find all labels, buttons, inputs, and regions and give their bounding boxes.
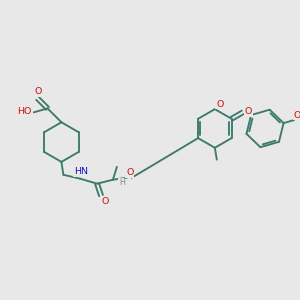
Text: O: O (126, 168, 134, 177)
Text: O: O (293, 111, 300, 120)
Text: O: O (216, 100, 224, 109)
Text: HN: HN (74, 167, 88, 176)
Text: H: H (119, 178, 125, 187)
Text: O: O (35, 87, 42, 96)
Text: HO: HO (18, 107, 32, 116)
Text: O: O (101, 197, 109, 206)
Text: O: O (245, 107, 252, 116)
